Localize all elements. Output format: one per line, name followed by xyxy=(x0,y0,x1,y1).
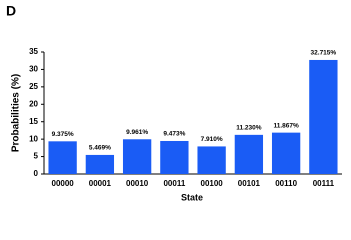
bar xyxy=(122,139,152,174)
x-tick-label: 00111 xyxy=(313,179,335,188)
y-tick-label: 10 xyxy=(29,134,38,143)
y-tick-label: 0 xyxy=(34,169,39,178)
bar xyxy=(271,132,301,174)
value-label: 9.473% xyxy=(163,131,185,138)
y-tick-label: 20 xyxy=(29,99,38,108)
x-tick-label: 00001 xyxy=(89,179,112,188)
value-label: 11.867% xyxy=(273,122,299,129)
x-tick-label: 00101 xyxy=(238,179,261,188)
y-axis-label: Probabilities (%) xyxy=(11,74,22,152)
value-label: 11.230% xyxy=(236,125,262,132)
x-tick-label: 00100 xyxy=(201,179,224,188)
y-tick-label: 15 xyxy=(29,117,38,126)
value-label: 5.469% xyxy=(89,145,111,152)
value-label: 9.375% xyxy=(52,131,74,138)
y-tick-label: 30 xyxy=(29,65,38,74)
bar xyxy=(48,141,77,174)
value-label: 32.715% xyxy=(311,50,337,57)
bar xyxy=(197,146,226,174)
chart: D State Probabilities (%) 0 5 10 15 20 25 30 35… xyxy=(6,3,342,202)
bar xyxy=(160,140,189,174)
bar xyxy=(234,134,264,174)
value-label: 9.961% xyxy=(126,129,148,136)
x-tick-label: 00110 xyxy=(275,179,297,188)
value-label: 7.910% xyxy=(201,136,223,143)
x-tick-label: 00011 xyxy=(163,179,185,188)
y-tick-label: 25 xyxy=(29,82,38,91)
x-tick-label: 00010 xyxy=(126,179,149,188)
y-tick-label: 35 xyxy=(29,47,38,56)
bar xyxy=(309,59,338,174)
panel-title: D xyxy=(6,3,16,19)
bar xyxy=(85,154,115,174)
x-tick-label: 00000 xyxy=(52,179,75,188)
y-tick-label: 5 xyxy=(34,152,39,161)
x-axis-label: State xyxy=(181,192,203,202)
